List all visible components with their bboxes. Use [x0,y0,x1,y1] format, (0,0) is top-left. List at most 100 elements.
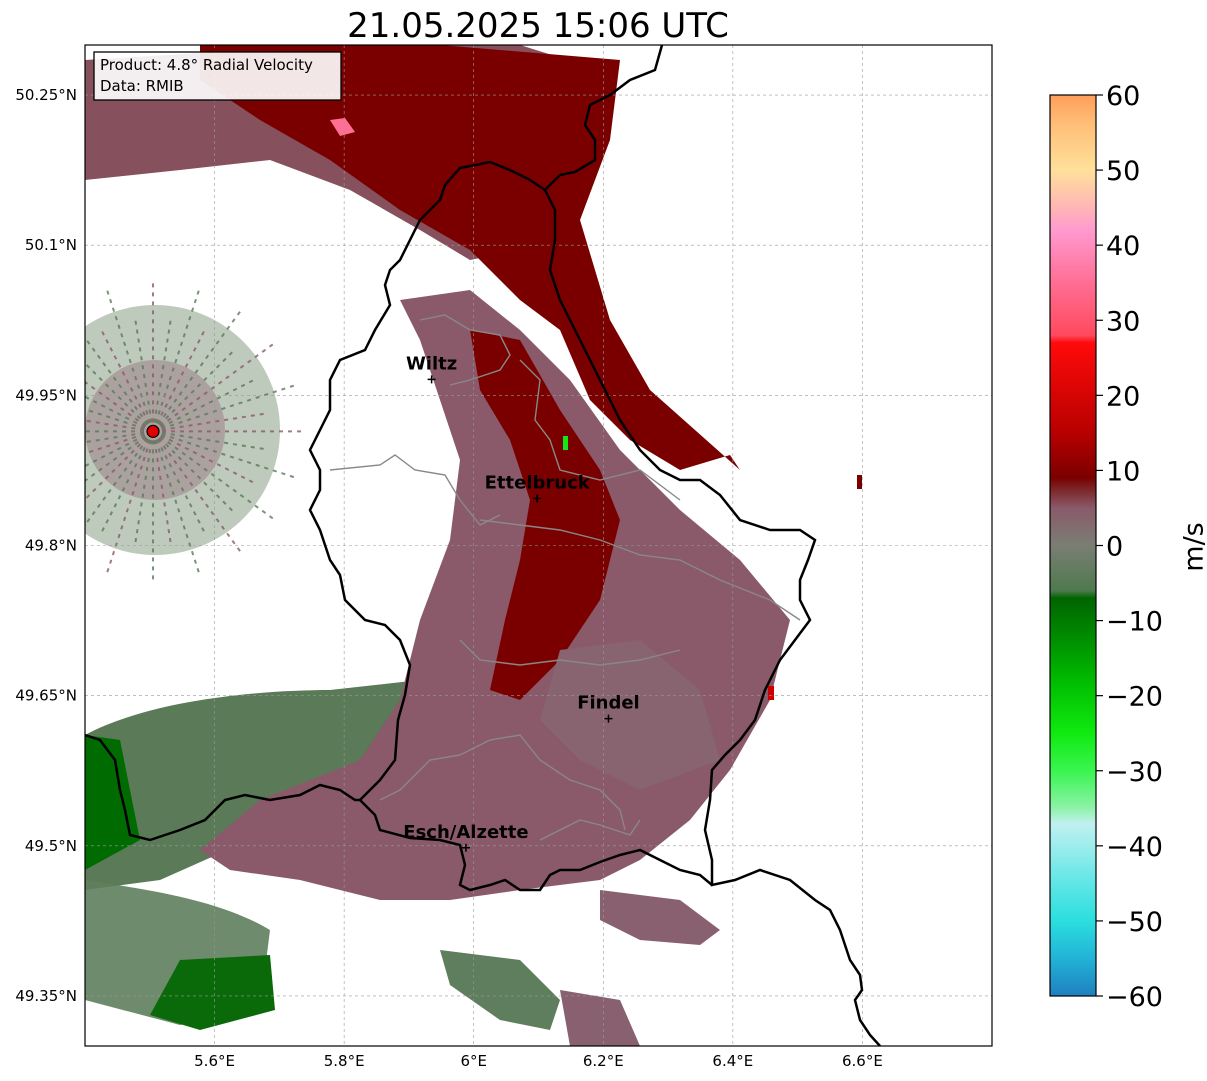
info-product: Product: 4.8° Radial Velocity [100,56,313,74]
clutter-spoke [99,430,154,535]
clutter-spoke [152,430,267,451]
map-title: 21.05.2025 15:06 UTC [347,6,729,46]
border-luxembourg-west [308,45,664,801]
x-tick-label: 5.6°E [194,1052,235,1070]
colorbar-tick-label: 30 [1106,306,1140,337]
clutter-spoke [105,288,154,432]
map-panel[interactable]: Wiltz Ettelbruck Findel Esch/Alzette Produc… [3,44,993,1047]
clutter-spoke [152,430,275,521]
clutter-spoke [152,412,267,433]
clutter-spoke [85,336,154,432]
y-axis-ticks: 50.25°N 50.1°N 49.95°N 49.8°N 49.65°N 49.5°N 4… [15,86,77,1005]
city-marker [427,375,436,384]
echo-region-positive-central [470,330,620,700]
colorbar-tick-label: 20 [1106,381,1140,412]
info-box: Product: 4.8° Radial Velocity Data: RMIB [93,51,342,101]
x-tick-label: 6°E [460,1052,487,1070]
x-tick-label: 6.6°E [842,1052,883,1070]
y-tick-label: 49.8°N [25,537,77,555]
clutter-spokes [85,281,304,582]
city-label: Ettelbruck [485,472,591,493]
y-tick-label: 50.1°N [25,236,77,254]
canton-boundary [479,519,801,621]
colorbar: 60 50 40 30 20 10 0 −10 −20 −30 −40 −50 −60 m/s [1049,81,1207,1013]
clutter-spoke [105,431,154,575]
radar-site-dot [146,424,160,438]
city-markers: Wiltz Ettelbruck Findel Esch/Alzette [403,353,640,852]
colorbar-tick-label: 0 [1106,532,1123,563]
clutter-spoke [85,430,154,501]
clutter-spoke [134,317,155,432]
x-tick-label: 5.8°E [324,1052,365,1070]
colorbar-tick-label: −50 [1106,907,1163,938]
colorbar-label: m/s [1179,522,1207,571]
clutter-spoke [85,419,154,433]
city-marker [533,494,542,503]
city-label: Wiltz [406,353,457,374]
colorbar-tick-label: 50 [1106,156,1140,187]
canton-boundary [459,639,681,666]
info-source: Data: RMIB [100,77,184,95]
clutter-spoke [152,430,207,535]
echo-region-strong-negative-south [150,955,275,1030]
clutter-spoke [85,430,154,444]
clutter-spoke [85,430,154,527]
clutter-spoke [152,349,236,433]
colorbar-tick-label: −60 [1106,982,1163,1013]
clutter-spoke [85,380,154,433]
city-marker [461,843,470,852]
x-axis-ticks: 5.6°E 5.8°E 6°E 6.2°E 6.4°E 6.6°E [194,1052,883,1070]
city-marker [604,714,613,723]
y-tick-label: 49.65°N [15,687,77,705]
clutter-spoke [152,430,296,479]
clutter-spoke [152,288,201,432]
colorbar-tick-label: 60 [1106,81,1140,112]
colorbar-gradient [1050,95,1096,996]
y-tick-label: 49.5°N [25,837,77,855]
echo-region-negative [85,680,420,890]
y-tick-label: 49.95°N [15,386,77,404]
y-tick-label: 50.25°N [15,86,77,104]
clutter-spoke [152,328,207,432]
info-box-frame [93,51,342,101]
clutter-spoke [152,430,256,485]
border-france [85,733,713,892]
echo-region-strong-negative [85,735,140,870]
city-label: Esch/Alzette [403,822,528,843]
clutter-spoke [99,328,154,432]
clutter-spoke [152,317,173,432]
clutter-spoke [85,361,154,433]
echo-region-south-green [440,950,560,1030]
y-tick-label: 49.35°N [15,987,77,1005]
radar-site-marker [146,424,160,438]
x-tick-label: 6.4°E [712,1052,753,1070]
colorbar-tick-label: −30 [1106,757,1163,788]
clutter-spoke [152,384,296,433]
border-luxembourg-east [543,189,881,1046]
clutter-spoke [85,430,154,483]
clutter-spoke [152,431,201,575]
clutter-spoke [85,395,154,433]
radar-velocity-layer [85,45,862,1046]
clutter-spoke [152,309,243,432]
colorbar-ticks: 60 50 40 30 20 10 0 −10 −20 −30 −40 −50 −60 [1096,81,1163,1013]
clutter-spoke [85,430,154,468]
clutter-spoke [152,378,256,433]
echo-speckle [857,475,862,489]
x-tick-label: 6.2°E [583,1052,624,1070]
clutter-spoke [152,431,173,546]
echo-speckle [563,436,568,450]
canton-boundary [519,359,681,501]
canton-boundary [539,819,641,841]
city-label: Findel [577,693,640,714]
echo-region-high-positive [330,118,355,136]
map-frame [84,44,993,1047]
borders [85,45,881,1046]
clutter-spoke [152,430,236,514]
echo-region-positive [200,45,740,470]
echo-region-south-mauve [560,990,640,1046]
canton-boundary [419,314,511,386]
colorbar-tick-label: 40 [1106,231,1140,262]
echo-speckle [768,686,774,700]
